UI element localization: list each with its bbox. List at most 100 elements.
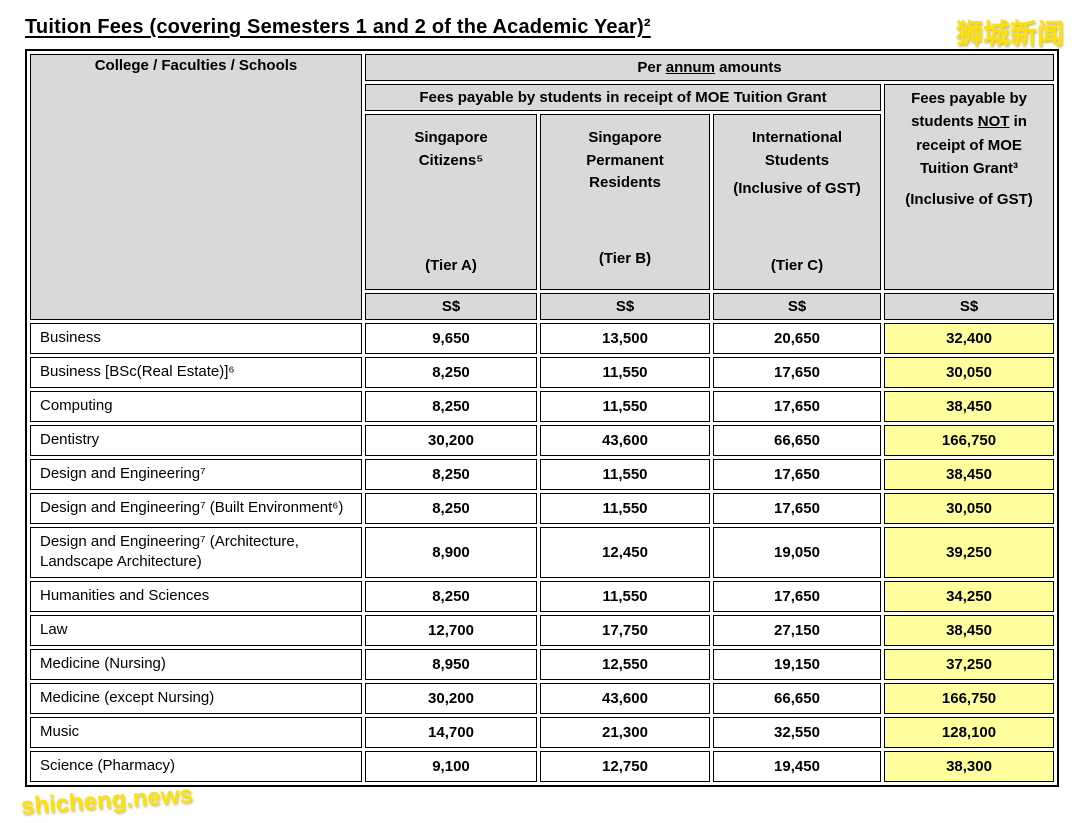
header-row-per-annum: College / Faculties / Schools Per annum … bbox=[30, 54, 1055, 320]
program-label: Medicine (except Nursing) bbox=[30, 682, 362, 714]
table-header: College / Faculties / Schools Per annum … bbox=[30, 54, 1055, 320]
fee-tier-b: 11,550 bbox=[540, 391, 710, 422]
tier-c-label: (Tier C) bbox=[770, 257, 824, 274]
fee-no-grant: 30,050 bbox=[884, 493, 1055, 524]
fee-tier-c: 17,650 bbox=[713, 580, 881, 612]
fee-tier-a: 8,250 bbox=[365, 391, 537, 422]
fee-tier-b: 13,500 bbox=[540, 323, 710, 354]
tier-b-label: (Tier B) bbox=[598, 250, 652, 267]
table-row: Design and Engineering⁷ (Built Environme… bbox=[30, 493, 1055, 524]
program-label: Business bbox=[30, 323, 362, 354]
fee-tier-c: 17,650 bbox=[713, 391, 881, 422]
fee-tier-c: 19,150 bbox=[713, 648, 881, 680]
table-row: Humanities and Sciences 8,250 11,550 17,… bbox=[30, 580, 1055, 612]
fee-tier-c: 66,650 bbox=[713, 425, 881, 456]
program-label: Design and Engineering⁷ (Architecture, L… bbox=[30, 527, 362, 578]
fee-tier-a: 8,250 bbox=[365, 493, 537, 524]
watermark-site: shicheng.news bbox=[20, 781, 194, 821]
column-name-permanent-residents: Singapore Permanent Residents bbox=[586, 129, 664, 191]
table-row: Dentistry 30,200 43,600 66,650 166,750 bbox=[30, 425, 1055, 456]
no-grant-pre: Fees payable by students bbox=[911, 90, 1027, 131]
fee-tier-c: 17,650 bbox=[713, 357, 881, 388]
fee-no-grant: 32,400 bbox=[884, 323, 1055, 354]
tier-c-gst-note: (Inclusive of GST) bbox=[733, 180, 861, 197]
table-row: Medicine (except Nursing) 30,200 43,600 … bbox=[30, 682, 1055, 714]
column-header-tier-c: International Students (Inclusive of GST… bbox=[713, 114, 881, 290]
currency-header-no-grant: S$ bbox=[884, 293, 1055, 320]
page-title: Tuition Fees (covering Semesters 1 and 2… bbox=[25, 16, 651, 38]
fee-tier-b: 12,450 bbox=[540, 527, 710, 578]
no-grant-underlined: NOT bbox=[977, 113, 1010, 131]
header-row-currency: S$ S$ S$ S$ bbox=[30, 293, 1055, 320]
fee-tier-a: 8,250 bbox=[365, 580, 537, 612]
program-label: Humanities and Sciences bbox=[30, 580, 362, 612]
program-label: Design and Engineering⁷ (Built Environme… bbox=[30, 493, 362, 524]
column-header-tier-a: Singapore Citizens⁵ (Tier A) bbox=[365, 114, 537, 290]
fee-no-grant: 30,050 bbox=[884, 357, 1055, 388]
fee-tier-c: 17,650 bbox=[713, 459, 881, 490]
fee-no-grant: 39,250 bbox=[884, 527, 1055, 578]
fee-no-grant: 38,300 bbox=[884, 750, 1055, 782]
tuition-fees-table: College / Faculties / Schools Per annum … bbox=[25, 49, 1060, 787]
currency-header-tier-a: S$ bbox=[365, 293, 537, 320]
watermark-logo: 狮城新闻 bbox=[956, 19, 1064, 49]
fee-no-grant: 128,100 bbox=[884, 716, 1055, 748]
fee-no-grant: 37,250 bbox=[884, 648, 1055, 680]
fee-tier-c: 17,650 bbox=[713, 493, 881, 524]
fee-tier-b: 43,600 bbox=[540, 682, 710, 714]
fee-tier-a: 8,250 bbox=[365, 357, 537, 388]
fee-tier-a: 8,250 bbox=[365, 459, 537, 490]
fee-tier-b: 12,550 bbox=[540, 648, 710, 680]
fee-tier-c: 19,050 bbox=[713, 527, 881, 578]
fee-tier-b: 12,750 bbox=[540, 750, 710, 782]
column-header-no-grant: Fees payable by students NOT in receipt … bbox=[884, 84, 1055, 290]
per-annum-post: amounts bbox=[714, 59, 782, 76]
fee-tier-a: 9,650 bbox=[365, 323, 537, 354]
grant-header: Fees payable by students in receipt of M… bbox=[365, 84, 881, 111]
table-body: Business 9,650 13,500 20,650 32,400 Busi… bbox=[30, 323, 1055, 782]
per-annum-pre: Per bbox=[637, 59, 666, 76]
column-name-singapore-citizens: Singapore Citizens⁵ bbox=[414, 129, 488, 169]
fee-tier-b: 11,550 bbox=[540, 357, 710, 388]
header-row-grant: Fees payable by students in receipt of M… bbox=[30, 84, 1055, 290]
fee-tier-c: 32,550 bbox=[713, 716, 881, 748]
fee-tier-a: 9,100 bbox=[365, 750, 537, 782]
program-label: Music bbox=[30, 716, 362, 748]
program-label: Computing bbox=[30, 391, 362, 422]
table-row: Design and Engineering⁷ 8,250 11,550 17,… bbox=[30, 459, 1055, 490]
currency-header-tier-b: S$ bbox=[540, 293, 710, 320]
per-annum-header: Per annum amounts bbox=[365, 54, 1055, 81]
per-annum-underlined: annum bbox=[665, 59, 715, 76]
fee-tier-c: 66,650 bbox=[713, 682, 881, 714]
program-label: Business [BSc(Real Estate)]⁶ bbox=[30, 357, 362, 388]
fee-no-grant: 166,750 bbox=[884, 425, 1055, 456]
fee-tier-b: 11,550 bbox=[540, 459, 710, 490]
table-row: Science (Pharmacy) 9,100 12,750 19,450 3… bbox=[30, 750, 1055, 782]
program-label: Law bbox=[30, 614, 362, 646]
program-label: Science (Pharmacy) bbox=[30, 750, 362, 782]
fee-no-grant: 166,750 bbox=[884, 682, 1055, 714]
no-grant-text: Fees payable by students NOT in receipt … bbox=[893, 87, 1045, 180]
fee-no-grant: 38,450 bbox=[884, 459, 1055, 490]
fee-tier-b: 17,750 bbox=[540, 614, 710, 646]
program-label: Medicine (Nursing) bbox=[30, 648, 362, 680]
header-row-tiers: Singapore Citizens⁵ (Tier A) Singapore P… bbox=[30, 114, 1054, 290]
tier-a-label: (Tier A) bbox=[425, 257, 477, 274]
fee-tier-b: 11,550 bbox=[540, 493, 710, 524]
fee-tier-a: 8,950 bbox=[365, 648, 537, 680]
fee-tier-b: 11,550 bbox=[540, 580, 710, 612]
table-row: Music 14,700 21,300 32,550 128,100 bbox=[30, 716, 1055, 748]
fee-tier-c: 20,650 bbox=[713, 323, 881, 354]
program-label: Dentistry bbox=[30, 425, 362, 456]
corner-header: College / Faculties / Schools bbox=[30, 54, 362, 320]
fee-no-grant: 34,250 bbox=[884, 580, 1055, 612]
table-row: Design and Engineering⁷ (Architecture, L… bbox=[30, 527, 1055, 578]
fee-tier-b: 21,300 bbox=[540, 716, 710, 748]
table-row: Medicine (Nursing) 8,950 12,550 19,150 3… bbox=[30, 648, 1055, 680]
table-row: Law 12,700 17,750 27,150 38,450 bbox=[30, 614, 1055, 646]
fee-tier-c: 19,450 bbox=[713, 750, 881, 782]
no-grant-gst-note: (Inclusive of GST) bbox=[905, 191, 1033, 208]
fee-tier-a: 30,200 bbox=[365, 682, 537, 714]
currency-header-tier-c: S$ bbox=[713, 293, 881, 320]
